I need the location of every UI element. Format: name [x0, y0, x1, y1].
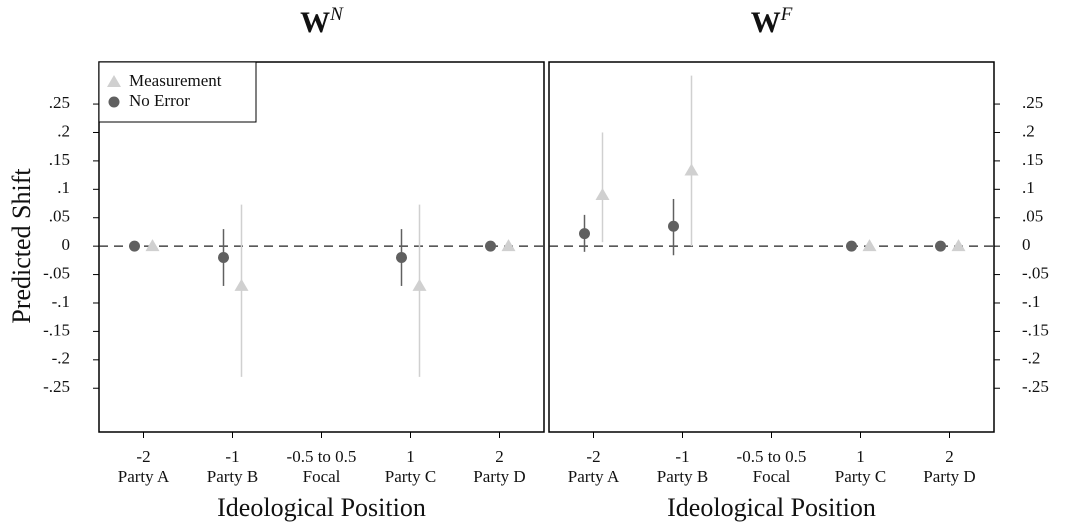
- x-category-name: Party A: [568, 467, 620, 486]
- circle-marker: [485, 240, 496, 252]
- y-axis-label: Predicted Shift: [7, 168, 36, 324]
- x-tick-label: 2: [495, 447, 504, 466]
- x-category-name: Party C: [835, 467, 886, 486]
- x-category-name: Focal: [303, 467, 341, 486]
- y-tick-label: -.1: [52, 292, 70, 311]
- plot-frame: [548, 61, 995, 433]
- x-category-name: Party A: [118, 467, 170, 486]
- x-category-name: Party D: [473, 467, 525, 486]
- chart-title: WF: [751, 4, 793, 39]
- y-tick-label: -.1: [1022, 292, 1040, 311]
- x-tick-label: -2: [136, 447, 150, 466]
- circle-marker: [218, 252, 229, 264]
- circle-marker: [846, 240, 857, 252]
- x-category-name: Party D: [923, 467, 975, 486]
- x-tick-label: -0.5 to 0.5: [737, 447, 807, 466]
- legend-label: No Error: [129, 91, 190, 110]
- x-category-name: Party B: [207, 467, 258, 486]
- x-category-name: Party C: [385, 467, 436, 486]
- x-tick-label: 2: [945, 447, 954, 466]
- y-tick-label: -.15: [43, 320, 70, 339]
- y-tick-label: .05: [49, 207, 70, 226]
- title-sup: N: [329, 4, 344, 25]
- x-category-name: Party B: [657, 467, 708, 486]
- y-tick-label: .1: [1022, 178, 1035, 197]
- circle-marker: [935, 240, 946, 252]
- y-tick-label: .1: [57, 178, 70, 197]
- triangle-marker: [862, 239, 877, 252]
- triangle-marker: [412, 278, 427, 291]
- y-tick-label: -.25: [43, 377, 70, 396]
- x-tick-label: -2: [586, 447, 600, 466]
- y-tick-label: -.15: [1022, 320, 1049, 339]
- x-tick-label: -1: [225, 447, 239, 466]
- circle-marker: [129, 240, 140, 252]
- y-tick-label: -.2: [52, 349, 70, 368]
- y-tick-label: .2: [57, 121, 70, 140]
- y-tick-label: -.05: [43, 263, 70, 282]
- triangle-marker: [501, 239, 516, 252]
- triangle-marker: [145, 239, 160, 252]
- y-tick-label: .25: [1022, 93, 1043, 112]
- title-base: W: [751, 6, 781, 39]
- x-tick-label: 1: [856, 447, 865, 466]
- y-tick-label: .15: [1022, 150, 1043, 169]
- legend-label: Measurement: [129, 71, 222, 90]
- title-base: W: [300, 6, 330, 39]
- x-tick-label: -0.5 to 0.5: [287, 447, 357, 466]
- triangle-marker: [951, 239, 966, 252]
- x-category-name: Focal: [753, 467, 791, 486]
- triangle-marker: [234, 278, 249, 291]
- circle-marker: [108, 96, 120, 108]
- x-axis-label: Ideological Position: [217, 493, 426, 522]
- legend-box: [98, 61, 257, 123]
- y-tick-label: 0: [1022, 235, 1031, 254]
- triangle-marker: [107, 75, 121, 87]
- triangle-marker: [595, 187, 610, 200]
- y-tick-label: .25: [49, 93, 70, 112]
- x-axis-label: Ideological Position: [667, 493, 876, 522]
- y-tick-label: -.2: [1022, 349, 1040, 368]
- x-tick-label: 1: [406, 447, 415, 466]
- circle-marker: [396, 252, 407, 264]
- circle-marker: [668, 220, 679, 232]
- x-tick-label: -1: [675, 447, 689, 466]
- y-tick-label: .05: [1022, 207, 1043, 226]
- y-tick-label: 0: [62, 235, 71, 254]
- y-tick-label: -.05: [1022, 263, 1049, 282]
- y-tick-label: -.25: [1022, 377, 1049, 396]
- triangle-marker: [684, 163, 699, 176]
- circle-marker: [579, 228, 590, 240]
- y-tick-label: .15: [49, 150, 70, 169]
- y-tick-label: .2: [1022, 121, 1035, 140]
- chart-title: WN: [300, 4, 344, 39]
- title-sup: F: [780, 4, 793, 25]
